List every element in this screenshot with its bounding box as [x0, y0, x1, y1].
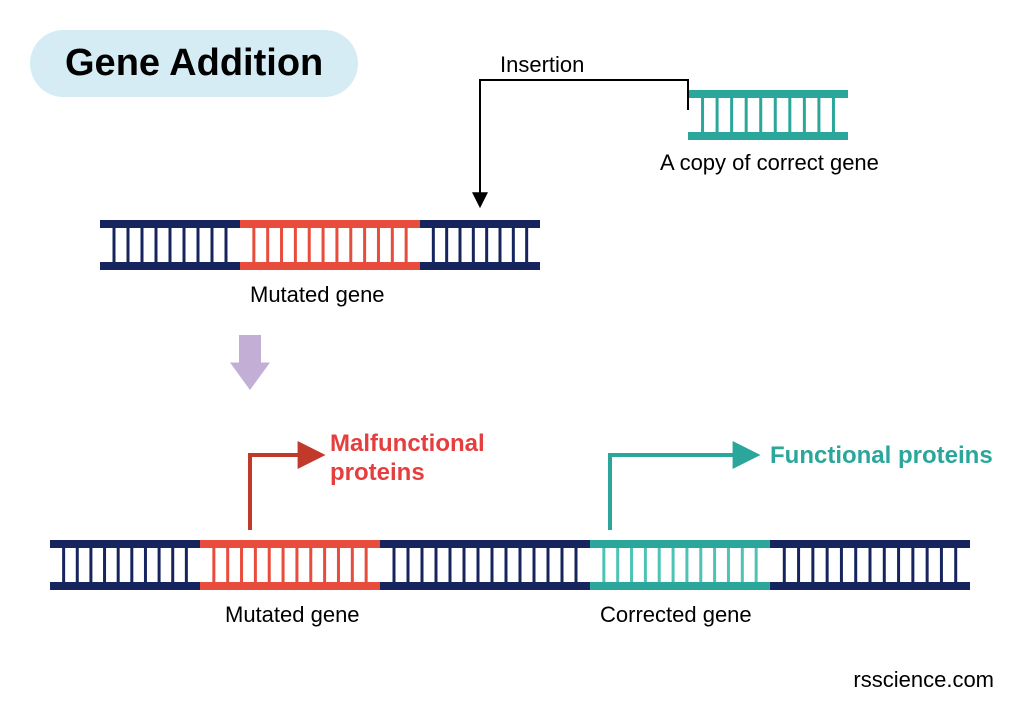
small-correct-gene [688, 90, 848, 140]
big-down-arrow [230, 335, 270, 390]
insertion-arrow [480, 80, 688, 205]
functional-arrow [610, 455, 755, 530]
top-dna-strand [100, 220, 540, 270]
malfunctional-arrow [250, 455, 320, 530]
diagram-canvas [0, 0, 1024, 711]
bottom-dna-strand [50, 540, 970, 590]
